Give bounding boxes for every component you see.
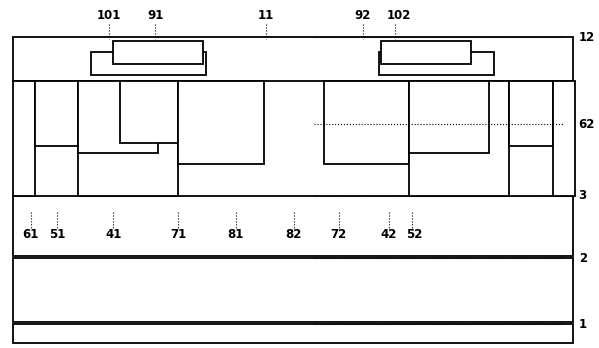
Text: 42: 42 (381, 228, 397, 241)
Bar (113, 41, 204, 64)
Bar (91, 52, 207, 76)
Text: 72: 72 (331, 228, 347, 241)
Text: 41: 41 (105, 228, 122, 241)
Bar (120, 81, 179, 143)
Bar (381, 41, 471, 64)
Text: 1: 1 (579, 318, 587, 331)
Bar (13, 324, 573, 343)
Text: 12: 12 (579, 31, 595, 44)
Text: 91: 91 (147, 9, 164, 22)
Text: 2: 2 (579, 252, 587, 264)
Text: 62: 62 (579, 118, 595, 131)
Bar (35, 81, 78, 146)
Bar (409, 81, 489, 153)
Bar (78, 81, 158, 153)
Bar (13, 81, 35, 196)
Text: 102: 102 (387, 9, 412, 22)
Text: 52: 52 (406, 228, 422, 241)
Bar (552, 81, 574, 196)
Text: 11: 11 (258, 9, 274, 22)
Text: 92: 92 (355, 9, 371, 22)
Bar (13, 258, 573, 322)
Bar (324, 81, 409, 164)
Bar (409, 81, 467, 143)
Text: 101: 101 (97, 9, 122, 22)
Text: 71: 71 (170, 228, 186, 241)
Bar (13, 196, 573, 256)
Bar (379, 52, 494, 76)
Text: 51: 51 (49, 228, 65, 241)
Text: 82: 82 (286, 228, 302, 241)
Bar (509, 81, 552, 146)
Bar (78, 81, 179, 196)
Text: 3: 3 (579, 189, 587, 202)
Text: 61: 61 (23, 228, 39, 241)
Text: 81: 81 (228, 228, 244, 241)
Bar (179, 81, 264, 164)
Bar (13, 37, 573, 81)
Bar (409, 81, 509, 196)
